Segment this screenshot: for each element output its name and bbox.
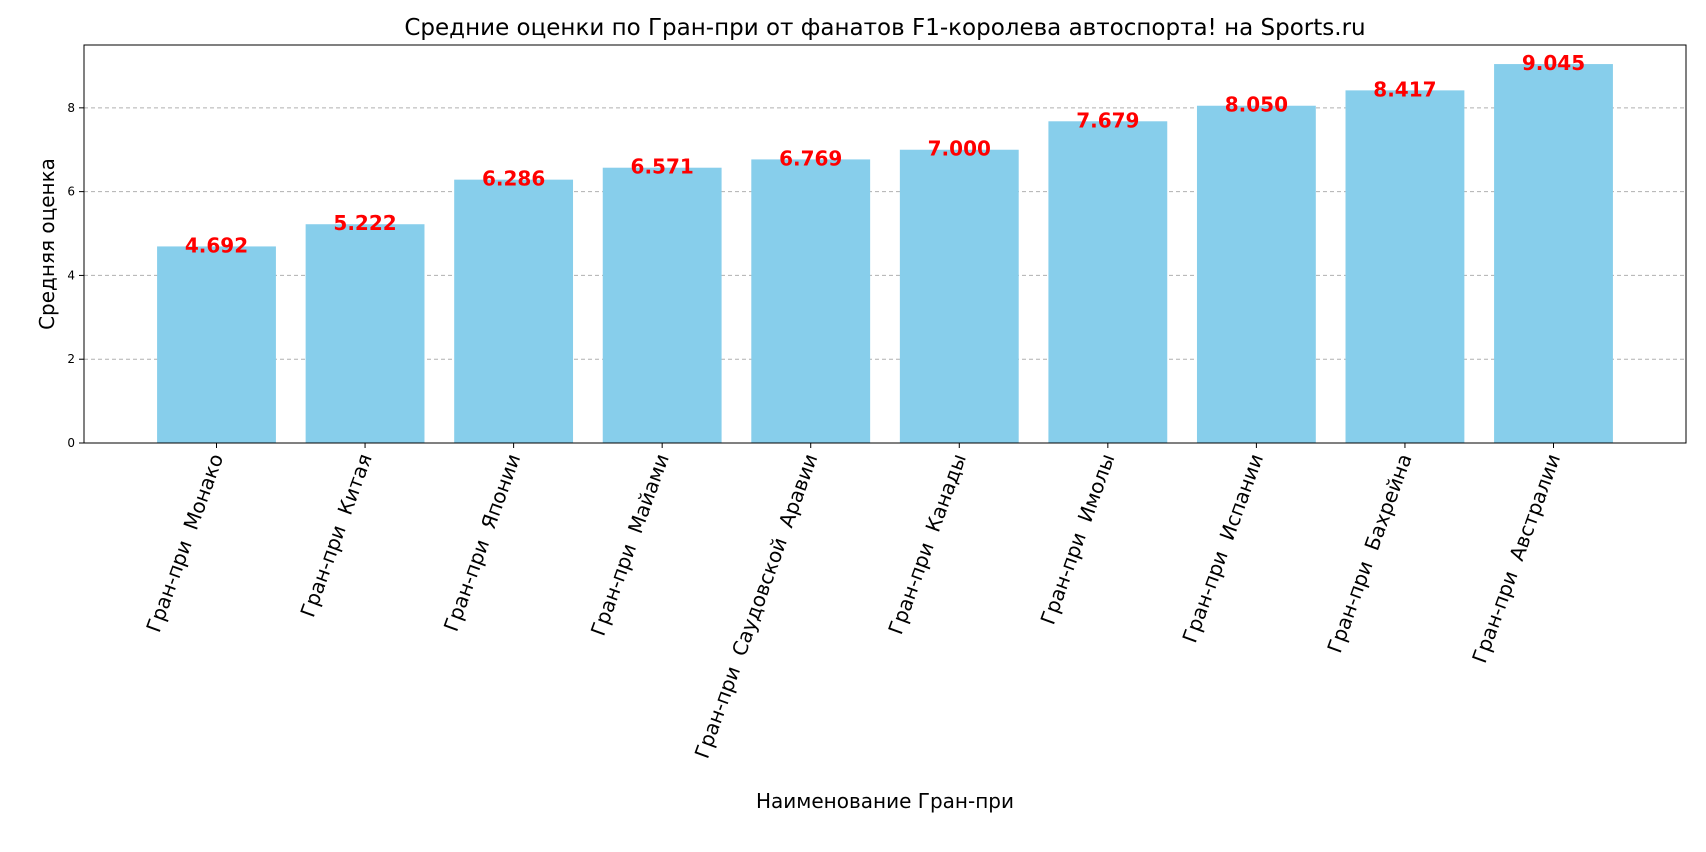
bar-value-label: 7.000: [928, 137, 991, 161]
plot-frame: [83, 44, 1687, 444]
y-axis-label: Средняя оценка: [35, 158, 59, 330]
x-tick-label: Гран-при Имолы: [1035, 451, 1119, 628]
bars: [157, 64, 1613, 443]
bar-value-label: 6.571: [631, 155, 694, 179]
bar: [1494, 64, 1613, 443]
data-labels: 4.692 5.222 6.286 6.571 6.769 7.000 7.679 8.050…: [185, 51, 1585, 257]
y-tick-label: 4: [67, 268, 75, 282]
x-tick-label: Гран-при Саудовской Аравии: [690, 451, 823, 762]
chart-title: Средние оценки по Гран-при от фанатов F1…: [404, 15, 1365, 41]
x-tick-label: Гран-при Майами: [586, 451, 674, 639]
y-axis: 0 2 4 6 8: [67, 101, 84, 450]
bar-value-label: 7.679: [1076, 108, 1139, 132]
bar-value-label: 5.222: [333, 211, 396, 235]
bar: [1345, 90, 1465, 443]
bar: [454, 179, 574, 443]
y-tick-label: 0: [67, 436, 75, 450]
x-tick-label: Гран-при Канады: [883, 451, 971, 638]
bar: [751, 159, 871, 443]
x-axis-label: Наименование Гран-при: [756, 789, 1014, 813]
bar-value-label: 8.417: [1373, 77, 1436, 101]
bar-value-label: 8.050: [1225, 93, 1288, 117]
bar: [899, 149, 1019, 443]
x-tick-label: Гран-при Испании: [1177, 451, 1268, 646]
bar: [1196, 105, 1316, 443]
bar: [157, 246, 276, 443]
y-tick-label: 8: [67, 101, 75, 115]
bar-value-label: 9.045: [1522, 51, 1585, 75]
x-tick-label: Гран-при Китая: [295, 451, 376, 621]
y-tick-label: 2: [67, 352, 75, 366]
x-tick-label: Гран-при Бахрейна: [1322, 451, 1416, 657]
y-tick-label: 6: [67, 185, 75, 199]
x-tick-label: Гран-при Японии: [439, 451, 526, 635]
bar: [602, 167, 722, 443]
x-axis: Гран-при Монако Гран-при Китая Гран-при Яп…: [141, 443, 1565, 762]
x-tick-label: Гран-при Монако: [141, 451, 228, 636]
bar-value-label: 6.769: [779, 146, 842, 170]
bar: [1048, 121, 1168, 443]
bar-value-label: 6.286: [482, 167, 545, 191]
bar-value-label: 4.692: [185, 233, 248, 257]
bar: [305, 224, 425, 443]
x-tick-label: Гран-при Австралии: [1467, 451, 1565, 667]
